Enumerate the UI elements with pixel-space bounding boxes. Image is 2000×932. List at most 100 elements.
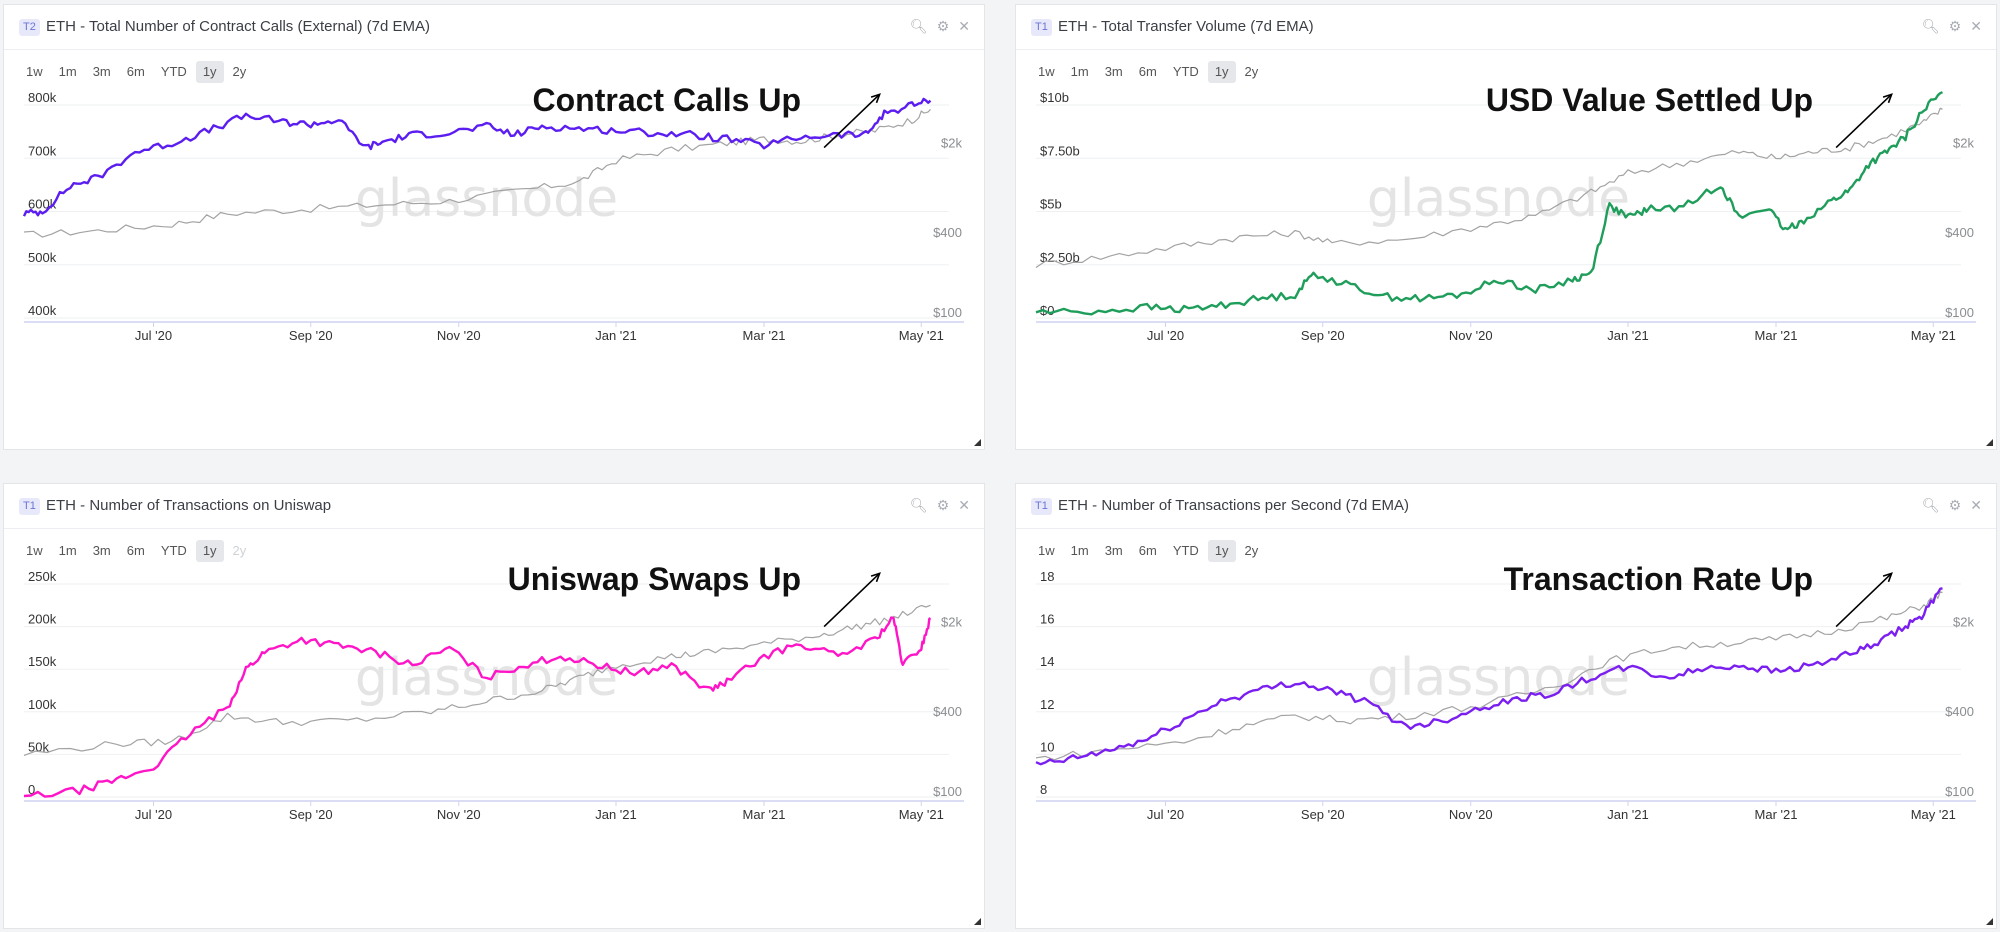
close-icon[interactable]: ✕ [958,497,970,513]
metric-series-line [23,616,932,798]
range-button-2y[interactable]: 2y [1244,543,1259,558]
price-tick-label: $100 [933,784,962,799]
range-button-3m[interactable]: 3m [1104,543,1123,558]
x-tick-label: Jan '21 [595,807,637,822]
tier-badge: T1 [1031,498,1052,515]
range-button-3m[interactable]: 3m [92,64,111,79]
annotation-arrowhead [870,93,881,104]
price-tick-label: $2k [1953,136,1974,151]
range-button-3m[interactable]: 3m [1104,64,1123,79]
range-button-1w[interactable]: 1w [26,64,43,79]
resize-handle[interactable] [974,439,981,446]
x-tick-label: Jul '20 [1147,807,1184,822]
close-icon[interactable]: ✕ [958,18,970,34]
watermark-text: glassnode [1367,648,1630,708]
y-tick-label: $5b [1040,197,1062,212]
x-tick-label: May '21 [899,807,944,822]
range-button-1y[interactable]: 1y [1207,540,1236,562]
range-selector: 1w 1m 3m 6m YTD 1y 2y [19,540,255,562]
range-button-1y[interactable]: 1y [195,540,224,562]
plot-area[interactable]: 18 16 14 12 10 8 $2k $400 $100 Jul '20 Sep '20 Nov … [1016,554,1996,894]
range-button-1m[interactable]: 1m [58,543,77,558]
gear-icon[interactable]: ⚙ [936,497,950,513]
range-button-6m[interactable]: 6m [1138,543,1157,558]
range-button-3m[interactable]: 3m [92,543,111,558]
close-icon[interactable]: ✕ [1970,18,1982,34]
range-button-ytd[interactable]: YTD [160,64,187,79]
range-selector: 1w 1m 3m 6m YTD 1y 2y [1031,61,1267,83]
plot-area[interactable]: 250k 200k 150k 100k 50k 0 $2k $400 $100 Jul '20 Se… [4,554,984,894]
range-button-2y[interactable]: 2y [232,543,247,558]
annotation-arrowhead [1882,93,1893,104]
price-tick-label: $2k [941,136,962,151]
range-selector: 1w 1m 3m 6m YTD 1y 2y [19,61,255,83]
x-tick-label: Jul '20 [135,328,172,343]
range-button-1m[interactable]: 1m [1070,64,1089,79]
chart-title: ETH - Total Transfer Volume (7d EMA) [1058,18,1314,35]
y-tick-label: 14 [1040,654,1054,669]
x-tick-label: Mar '21 [743,328,786,343]
range-button-1y[interactable]: 1y [195,61,224,83]
price-tick-label: $100 [1945,305,1974,320]
x-tick-label: Sep '20 [1301,807,1345,822]
range-button-2y[interactable]: 2y [1244,64,1259,79]
y-tick-label: 0 [28,782,35,797]
range-button-1w[interactable]: 1w [1038,64,1055,79]
price-tick-label: $400 [933,225,962,240]
range-button-ytd[interactable]: YTD [1172,64,1199,79]
annotation-arrowhead [870,572,881,583]
y-tick-label: 700k [28,143,57,158]
y-tick-label: 800k [28,90,57,105]
y-tick-label: 8 [1040,782,1047,797]
y-tick-label: 50k [28,739,49,754]
price-tick-label: $2k [1953,615,1974,630]
price-tick-label: $100 [1945,784,1974,799]
range-button-1m[interactable]: 1m [1070,543,1089,558]
x-tick-label: May '21 [1911,807,1956,822]
chart-title: ETH - Number of Transactions per Second … [1058,497,1409,514]
range-button-6m[interactable]: 6m [126,64,145,79]
price-tick-label: $2k [941,615,962,630]
gear-icon[interactable]: ⚙ [1948,497,1962,513]
chart-panel-uniswap-transactions: T1 ETH - Number of Transactions on Unisw… [3,483,985,929]
range-button-ytd[interactable]: YTD [160,543,187,558]
x-tick-label: Jul '20 [135,807,172,822]
zoom-icon[interactable]: 🔍︎ [1921,18,1940,34]
range-button-1w[interactable]: 1w [1038,543,1055,558]
zoom-icon[interactable]: 🔍︎ [909,497,928,513]
gear-icon[interactable]: ⚙ [1948,18,1962,34]
panel-header: T1 ETH - Number of Transactions on Unisw… [4,484,984,529]
resize-handle[interactable] [1986,918,1993,925]
resize-handle[interactable] [974,918,981,925]
close-icon[interactable]: ✕ [1970,497,1982,513]
range-button-2y[interactable]: 2y [232,64,247,79]
zoom-icon[interactable]: 🔍︎ [1921,497,1940,513]
range-button-1w[interactable]: 1w [26,543,43,558]
range-button-6m[interactable]: 6m [1138,64,1157,79]
x-tick-label: Mar '21 [743,807,786,822]
range-button-6m[interactable]: 6m [126,543,145,558]
chart-panel-transfer-volume: T1 ETH - Total Transfer Volume (7d EMA) … [1015,4,1997,450]
range-button-ytd[interactable]: YTD [1172,543,1199,558]
range-button-1y[interactable]: 1y [1207,61,1236,83]
x-tick-label: Jan '21 [595,328,637,343]
y-tick-label: 150k [28,654,57,669]
x-tick-label: Nov '20 [437,807,481,822]
y-tick-label: 200k [28,612,57,627]
y-tick-label: 400k [28,303,57,318]
watermark-text: glassnode [355,169,618,229]
range-button-1m[interactable]: 1m [58,64,77,79]
y-tick-label: 500k [28,250,57,265]
annotation-label: Contract Calls Up [533,82,801,118]
resize-handle[interactable] [1986,439,1993,446]
panel-tools: 🔍︎ ⚙ ✕ [1913,18,1982,35]
x-tick-label: Jul '20 [1147,328,1184,343]
x-tick-label: May '21 [899,328,944,343]
price-series-line [1035,107,1943,268]
x-tick-label: Nov '20 [1449,328,1493,343]
panel-header: T2 ETH - Total Number of Contract Calls … [4,5,984,50]
gear-icon[interactable]: ⚙ [936,18,950,34]
zoom-icon[interactable]: 🔍︎ [909,18,928,34]
